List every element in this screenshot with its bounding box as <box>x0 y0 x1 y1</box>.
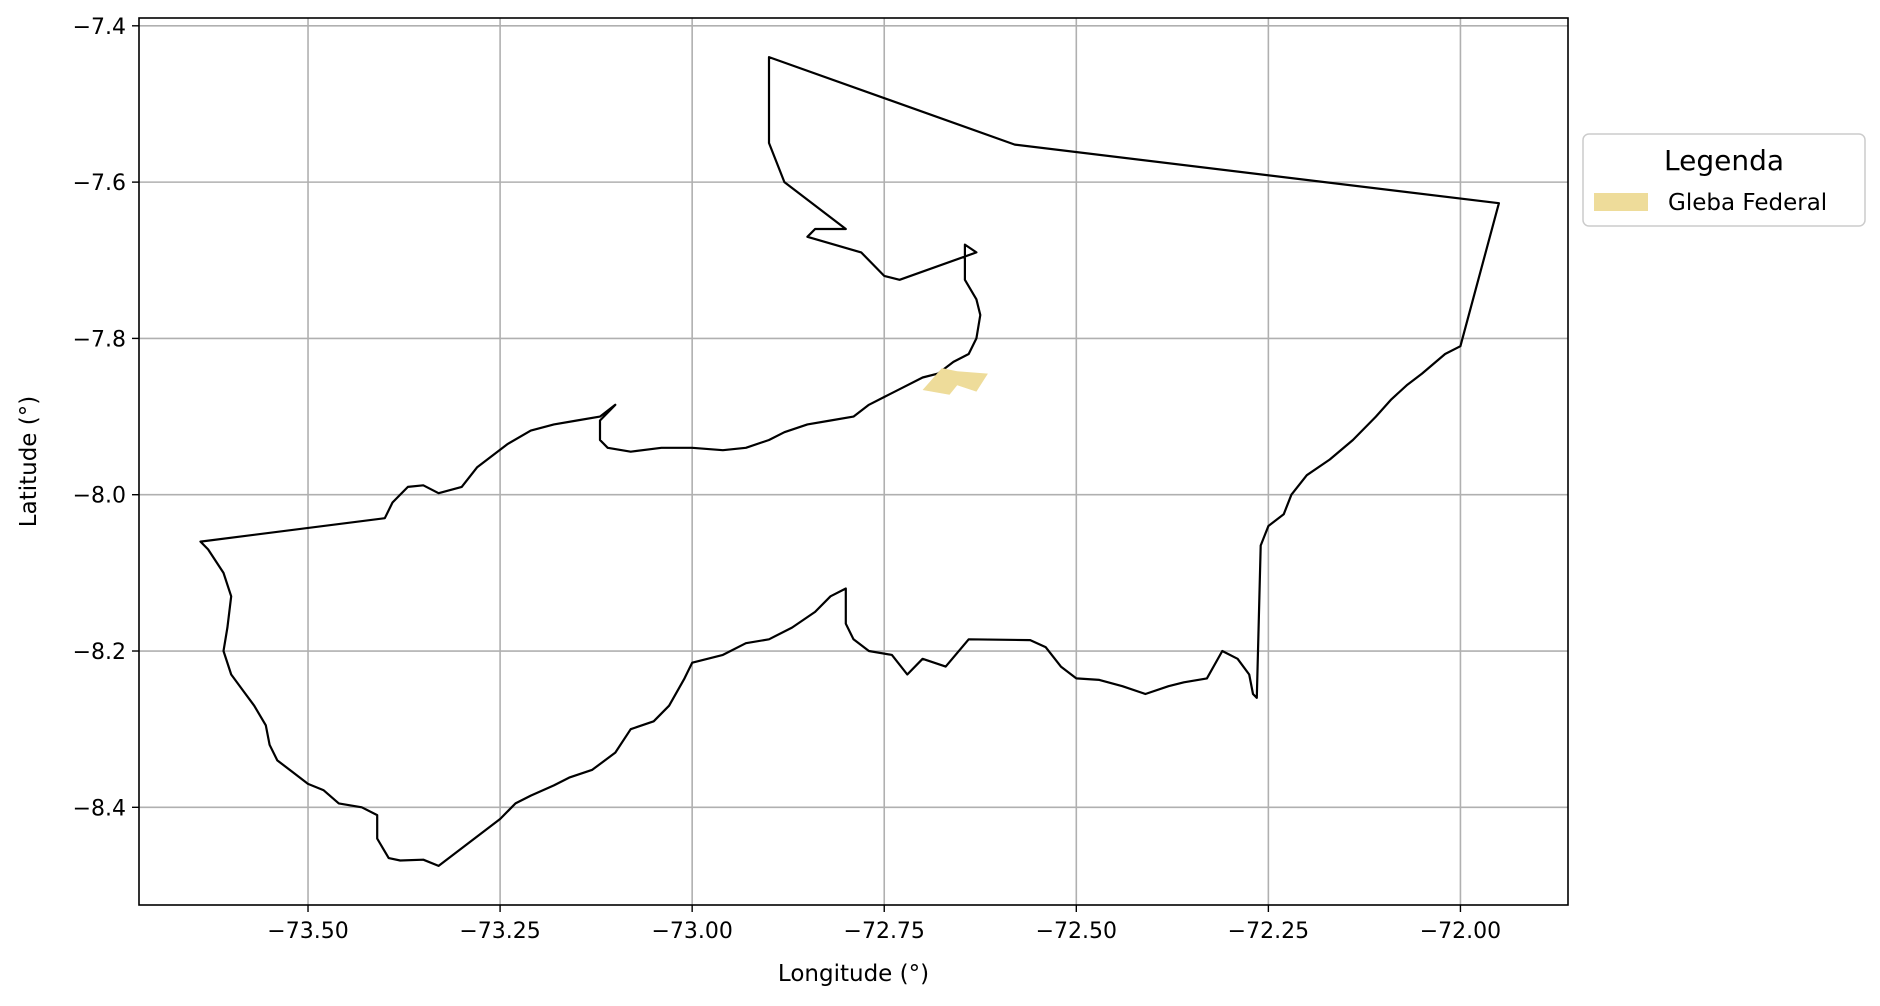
axes-frame <box>138 17 1569 906</box>
legend: Legenda Gleba Federal <box>1582 133 1866 227</box>
x-tick-label: −72.00 <box>1420 919 1501 944</box>
grid-lines <box>139 18 1568 905</box>
legend-title: Legenda <box>1664 144 1784 177</box>
x-tick-label: −72.75 <box>844 919 925 944</box>
x-axis-label: Longitude (°) <box>778 961 929 987</box>
legend-label-gleba-federal: Gleba Federal <box>1668 190 1827 216</box>
map-features <box>199 56 1500 867</box>
y-tick-label: −8.0 <box>73 484 126 509</box>
gleba-federal-area <box>922 368 988 395</box>
axis-ticks: −73.50 −73.25 −73.00 −72.75 −72.50 −72.25 −72.… <box>73 15 1502 944</box>
x-tick-label: −72.50 <box>1036 919 1117 944</box>
y-tick-label: −8.4 <box>73 796 126 821</box>
legend-box <box>1582 133 1866 227</box>
y-tick-label: −7.8 <box>73 327 126 352</box>
x-tick-label: −73.00 <box>651 919 732 944</box>
y-tick-label: −7.6 <box>73 171 126 196</box>
x-tick-label: −73.25 <box>459 919 540 944</box>
y-tick-label: −7.4 <box>73 15 126 40</box>
y-axis-label: Latitude (°) <box>16 396 42 527</box>
municipality-boundary <box>199 56 1500 867</box>
x-tick-label: −73.50 <box>267 919 348 944</box>
legend-swatch-gleba-federal <box>1594 193 1648 211</box>
x-tick-label: −72.25 <box>1228 919 1309 944</box>
y-tick-label: −8.2 <box>73 640 126 665</box>
